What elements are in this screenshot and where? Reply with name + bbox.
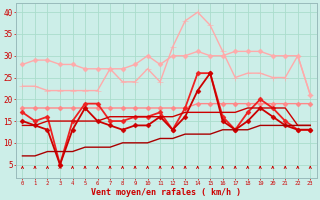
- X-axis label: Vent moyen/en rafales ( km/h ): Vent moyen/en rafales ( km/h ): [92, 188, 241, 197]
